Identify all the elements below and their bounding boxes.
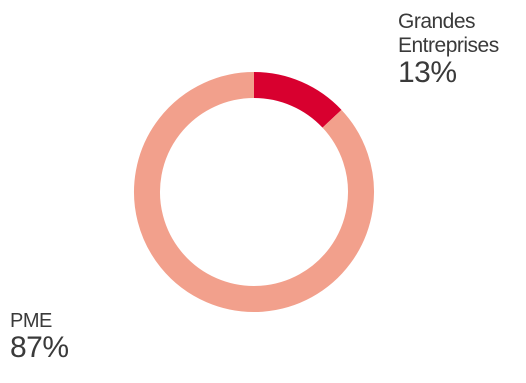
slice-value-pme: 87% bbox=[10, 331, 69, 364]
slice-label-grandes-entreprises: Grandes Entreprises 13% bbox=[398, 10, 499, 91]
slice-value-grandes-entreprises: 13% bbox=[398, 56, 457, 90]
slice-name-pme: PME bbox=[10, 310, 52, 332]
slice-label-pme: PME 87% bbox=[10, 310, 69, 366]
donut-slice-pme bbox=[134, 72, 374, 312]
slice-name-line-1: Grandes bbox=[398, 10, 476, 33]
slice-name-line-2: Entreprises bbox=[398, 34, 499, 58]
donut-slice-grandes-entreprises bbox=[253, 72, 342, 128]
